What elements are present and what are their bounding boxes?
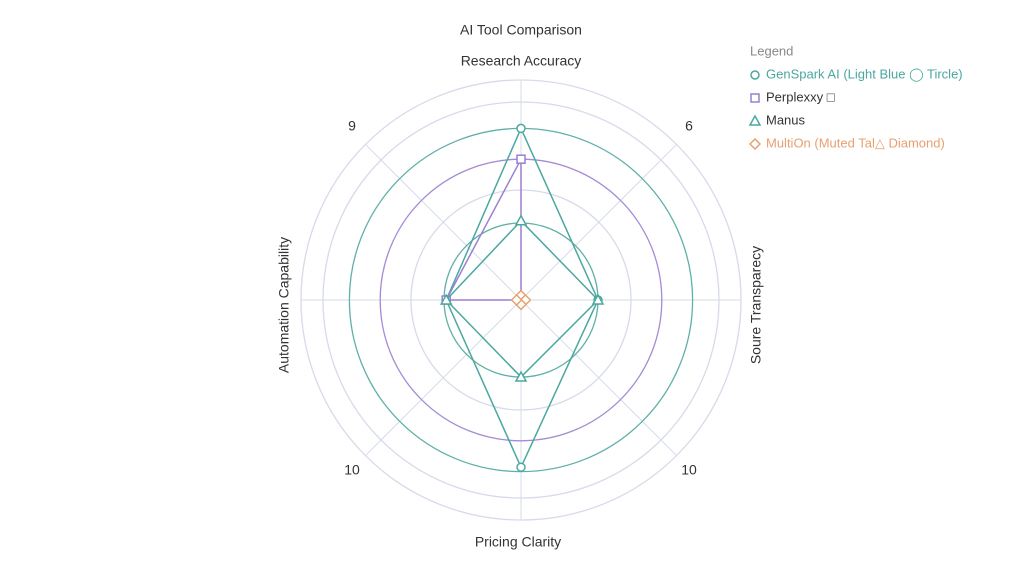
legend-title: Legend xyxy=(750,43,793,58)
marker xyxy=(439,293,453,305)
annotation: 9 xyxy=(348,118,356,134)
axis-label: Automation Capability xyxy=(276,237,292,373)
legend-label: GenSpark AI (Light Blue ◯ Tircle) xyxy=(766,66,963,82)
legend-marker xyxy=(750,93,760,103)
marker xyxy=(591,293,605,305)
marker xyxy=(510,293,523,307)
marker xyxy=(514,214,528,226)
legend-label: Perplexxy □ xyxy=(766,89,835,104)
marker xyxy=(514,370,528,382)
grid-ring xyxy=(322,101,720,499)
marker xyxy=(516,154,526,164)
axis-label: Research Accuracy xyxy=(461,53,582,69)
marker xyxy=(516,123,526,134)
legend-label: Manus xyxy=(766,112,806,127)
legend-marker xyxy=(748,137,762,151)
axis-label: Pricing Clarity xyxy=(475,534,561,550)
chart-title: AI Tool Comparison xyxy=(460,22,582,38)
series-line xyxy=(444,158,522,301)
marker xyxy=(516,462,526,472)
legend-marker xyxy=(748,114,762,126)
annotation: 10 xyxy=(344,462,360,478)
legend-label: MultiOn (Muted Tal△ Diamond) xyxy=(766,135,945,150)
legend-marker xyxy=(750,70,760,80)
annotation: 6 xyxy=(685,118,693,134)
annotation: 10 xyxy=(681,462,697,478)
axis-label: Soure Transparecy xyxy=(748,246,764,364)
grid-ring xyxy=(300,79,742,521)
